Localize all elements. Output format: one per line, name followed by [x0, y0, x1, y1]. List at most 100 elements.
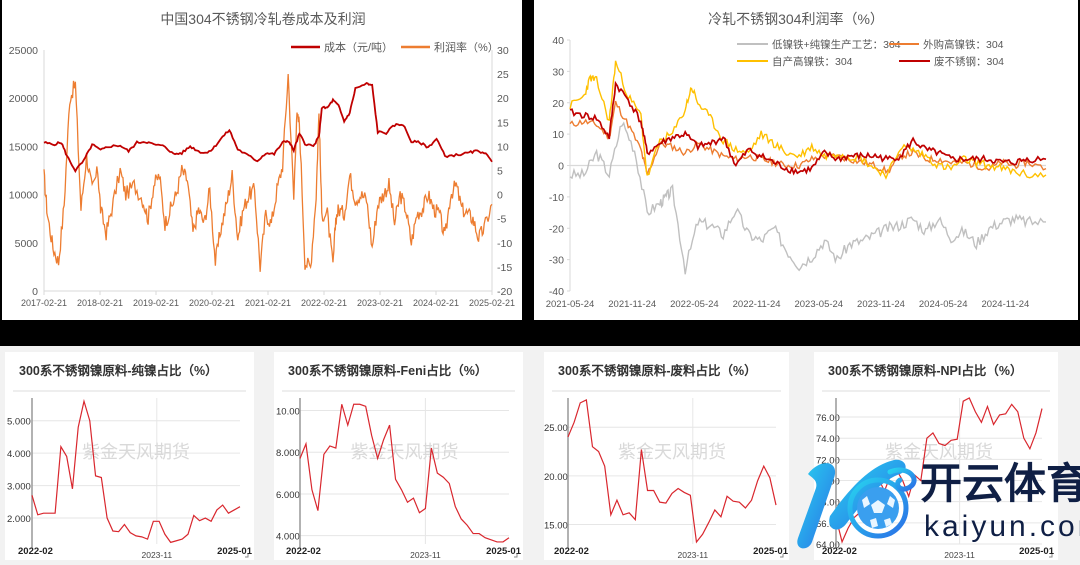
y-right-tick-label: 25	[497, 69, 509, 81]
legend-label-cost: 成本（元/吨）	[324, 40, 393, 54]
feni-share-chart: 300系不锈钢镍原料-Feni占比（%） 4.000 6.000 8.000 10.00…	[276, 363, 522, 560]
y-left-tick-label: 20000	[9, 93, 38, 105]
y-tick-label: -40	[549, 286, 564, 298]
x-tick-label: 2018-02-21	[77, 298, 123, 308]
card-title: 300系不锈钢镍原料-Feni占比（%）	[288, 363, 487, 378]
card-title: 300系不锈钢镍原料-废料占比（%）	[558, 363, 757, 378]
npi-share-chart: 300系不锈钢镍原料-NPI占比（%）64.0066.0068.0070.007…	[816, 363, 1055, 560]
watermark-text: 紫金天风期货	[885, 442, 993, 462]
series-line	[299, 403, 510, 543]
y-right-tick-label: 0	[497, 190, 503, 202]
legend: 低镍铁+纯镍生产工艺：304 外购高镍铁：304 自产高镍铁：304 废不锈钢：…	[737, 38, 1004, 68]
npi-share-card: 300系不锈钢镍原料-NPI占比（%） 64.00 66.00 68.00 70.00 7…	[814, 352, 1058, 560]
x-tick-label: 2024-11-24	[981, 299, 1029, 310]
x-axis: 2017-02-21 2018-02-21 2019-02-21 2020-02-21…	[21, 290, 515, 308]
x-tick-label: 2023-02-21	[357, 298, 403, 308]
resize-handle-icon[interactable]	[780, 554, 784, 558]
y-tick-label: 3.000	[7, 482, 31, 493]
y-tick-label: 0	[558, 161, 564, 173]
y-tick-label: 25.00	[544, 423, 568, 434]
x-tick-label: 2024-02-21	[413, 298, 459, 308]
y-right-tick-label: 20	[497, 93, 509, 105]
x-start-label: 2022-02	[822, 546, 857, 557]
plot-lines	[569, 60, 1047, 275]
y-tick-label: -30	[549, 255, 564, 267]
x-axis: 2021-05-24 2021-11-24 2022-05-24 2022-11-24…	[546, 164, 1046, 310]
x-tick-label: 2021-11-24	[608, 299, 656, 310]
cost-profit-chart: 中国304不锈钢冷轧卷成本及利润 成本（元/吨） 利润率（%） 05000100…	[9, 11, 515, 308]
resize-handle-icon[interactable]	[514, 554, 518, 558]
y-tick-label: 74.00	[816, 434, 840, 445]
y-axis-left: 0 5000 10000 15000 20000 25000	[9, 45, 45, 298]
y-right-tick-label: 5	[497, 166, 503, 178]
resize-handle-icon[interactable]	[245, 554, 249, 558]
x-tick-label: 2022-02-21	[301, 298, 347, 308]
y-tick-label: 40	[552, 35, 564, 47]
x-tick-label: 2020-02-21	[189, 298, 235, 308]
y-tick-label: 10.00	[276, 407, 300, 418]
x-start-label: 2022-02	[18, 546, 53, 557]
scrap-share-card: 300系不锈钢镍原料-废料占比（%） 15.00 20.00 25.00 紫金天风期货 2…	[544, 352, 789, 560]
x-tick-label: 2021-02-21	[245, 298, 291, 308]
y-tick-label: -10	[549, 192, 564, 204]
feni-share-card: 300系不锈钢镍原料-Feni占比（%） 4.000 6.000 8.000 10.00…	[274, 352, 523, 560]
y-axis-right: -20 -15 -10 -5 0 5 10 15 20 25 30	[491, 45, 512, 298]
y-tick-label: 20	[552, 98, 564, 110]
card-title: 300系不锈钢镍原料-NPI占比（%）	[828, 363, 1022, 378]
chart-title: 中国304不锈钢冷轧卷成本及利润	[160, 11, 365, 27]
x-tick-label: 2025-02-21	[469, 298, 515, 308]
y-tick-label: 10	[552, 129, 564, 141]
y-right-tick-label: 10	[497, 141, 509, 153]
x-tick-label: 2023-05-24	[794, 299, 843, 310]
watermark-text: 紫金天风期货	[82, 442, 190, 462]
x-end-label: 2025-01	[753, 546, 789, 557]
legend-label-red: 废不锈钢：304	[934, 55, 1004, 68]
series-line	[567, 399, 777, 544]
series-line	[569, 121, 1047, 275]
x-start-label: 2022-02	[554, 546, 589, 557]
y-tick-label: 20.00	[544, 472, 568, 483]
profit-rate-chart-panel: 冷轧不锈钢304利润率（%） 低镍铁+纯镍生产工艺：304 外购高镍铁：304 …	[534, 0, 1078, 320]
y-axis: -40 -30 -20 -10 0 10 20 30 40	[549, 35, 571, 298]
legend: 成本（元/吨） 利润率（%）	[291, 40, 499, 54]
x-tick-label: 2017-02-21	[21, 298, 67, 308]
y-tick-label: 4.000	[276, 532, 300, 543]
x-mid-label: 2023-11	[944, 550, 975, 560]
y-tick-label: -20	[549, 223, 564, 235]
y-left-tick-label: 25000	[9, 45, 38, 57]
series-line	[569, 80, 1047, 176]
x-tick-label: 2023-11-24	[857, 299, 905, 310]
y-tick-label: 30	[552, 66, 564, 78]
series-line	[31, 398, 241, 544]
resize-handle-icon[interactable]	[1049, 554, 1053, 558]
legend-label-gray: 低镍铁+纯镍生产工艺：304	[772, 38, 901, 51]
y-left-tick-label: 0	[32, 286, 38, 298]
pure-nickel-share-chart: 300系不锈钢镍原料-纯镍占比（%） 2.000 3.000 4.000 5.000 紫金…	[7, 363, 253, 560]
legend-label-yellow: 自产高镍铁：304	[772, 55, 853, 68]
card-title: 300系不锈钢镍原料-纯镍占比（%）	[19, 363, 218, 378]
y-left-tick-label: 5000	[15, 238, 39, 250]
y-right-tick-label: 15	[497, 117, 509, 129]
y-left-tick-label: 10000	[9, 190, 38, 202]
y-right-tick-label: -15	[497, 262, 512, 274]
x-end-label: 2025-01	[486, 546, 522, 557]
series-profit-rate	[43, 73, 493, 272]
x-end-label: 2025-01	[1019, 546, 1055, 557]
series-line	[569, 100, 1047, 176]
x-mid-label: 2023-11	[410, 550, 441, 560]
pure-nickel-share-card: 300系不锈钢镍原料-纯镍占比（%） 2.000 3.000 4.000 5.000 紫金…	[5, 352, 254, 560]
profit-rate-chart: 冷轧不锈钢304利润率（%） 低镍铁+纯镍生产工艺：304 外购高镍铁：304 …	[546, 11, 1047, 310]
x-tick-label: 2022-05-24	[670, 299, 719, 310]
legend-label-profit: 利润率（%）	[434, 40, 499, 54]
cost-profit-chart-panel: 中国304不锈钢冷轧卷成本及利润 成本（元/吨） 利润率（%） 0 5000 100…	[2, 0, 522, 320]
y-tick-label: 6.000	[276, 490, 300, 501]
y-tick-label: 8.000	[276, 448, 300, 459]
y-right-tick-label: -10	[497, 238, 512, 250]
y-right-tick-label: -20	[497, 286, 512, 298]
chart-title: 冷轧不锈钢304利润率（%）	[708, 11, 884, 27]
x-tick-label: 2019-02-21	[133, 298, 179, 308]
x-tick-label: 2024-05-24	[919, 299, 968, 310]
y-tick-label: 5.000	[7, 417, 31, 428]
y-tick-label: 76.00	[816, 413, 840, 424]
y-right-tick-label: 30	[497, 45, 509, 57]
